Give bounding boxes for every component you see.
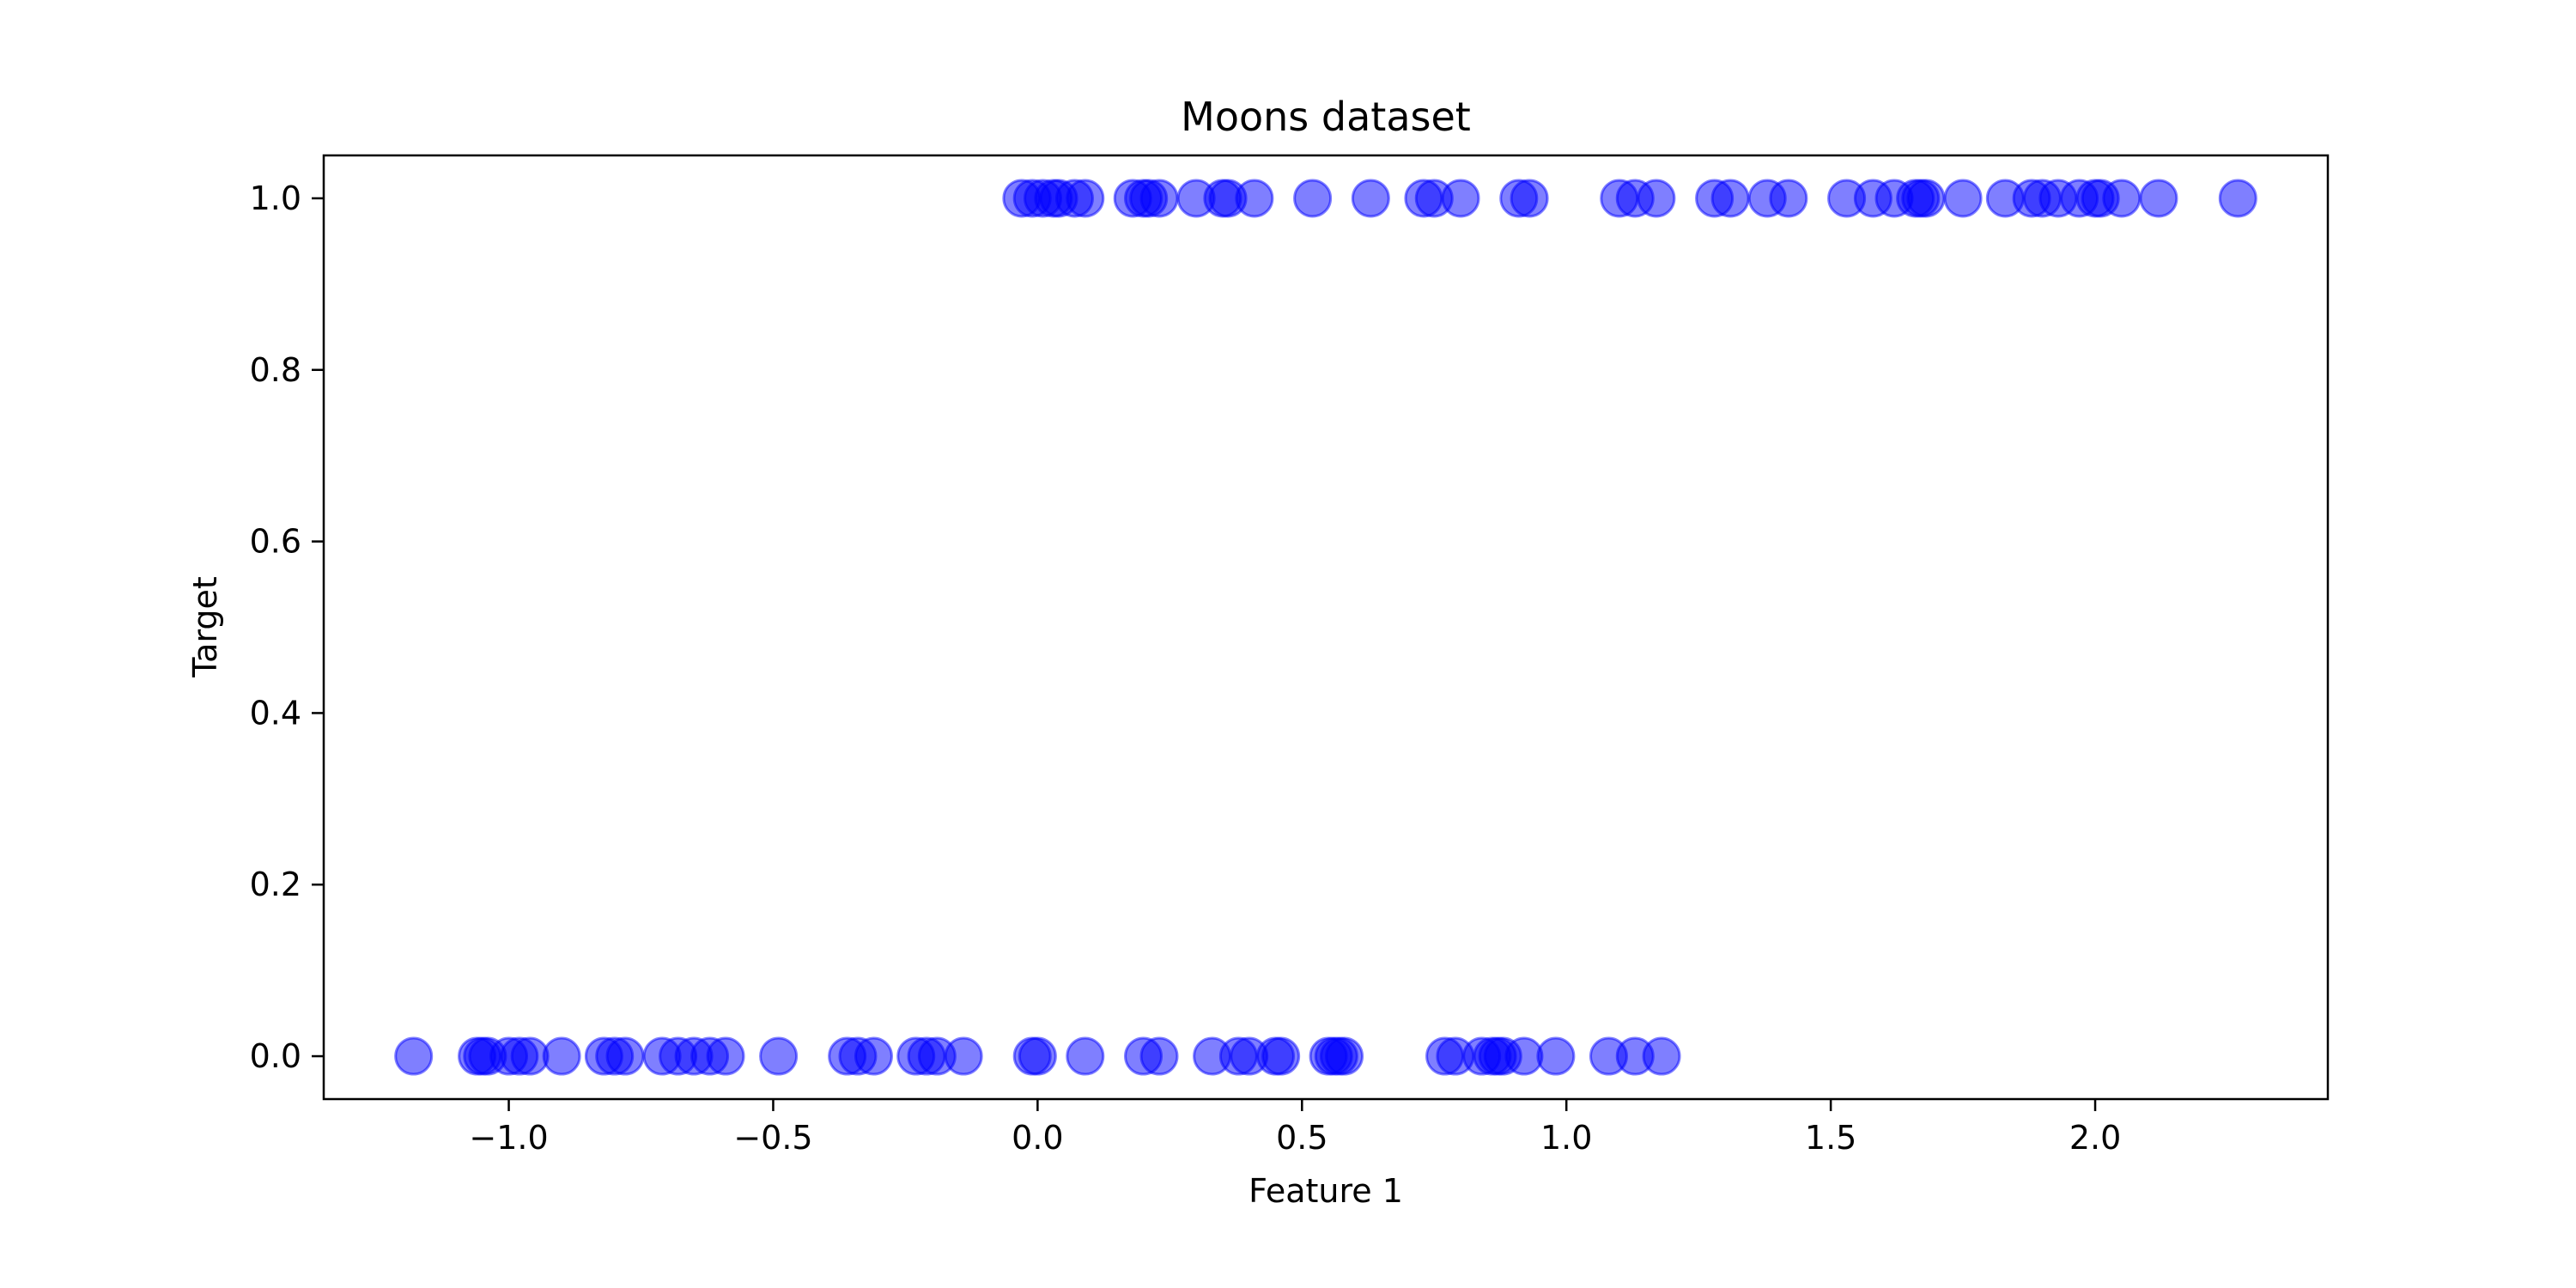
- y-axis-ticks: 0.0 0.2 0.4 0.6 0.8 1.0: [250, 179, 324, 1075]
- x-tick-label: 0.0: [1012, 1119, 1063, 1157]
- data-point: [1441, 179, 1480, 218]
- data-point: [706, 1036, 745, 1076]
- data-point: [605, 1036, 645, 1076]
- x-tick-label: 0.5: [1276, 1119, 1327, 1157]
- data-point: [1293, 179, 1333, 218]
- data-point: [1906, 179, 1946, 218]
- y-tick-label: 0.4: [250, 694, 301, 732]
- y-tick-label: 0.8: [250, 351, 301, 389]
- data-point: [1261, 1036, 1301, 1076]
- data-point: [2139, 179, 2178, 218]
- y-tick-label: 0.6: [250, 523, 301, 561]
- data-point: [2102, 179, 2142, 218]
- data-point: [1235, 179, 1274, 218]
- data-point: [1710, 179, 1750, 218]
- data-point: [1510, 179, 1549, 218]
- x-tick-label: −1.0: [469, 1119, 548, 1157]
- data-point: [1769, 179, 1808, 218]
- data-point: [1642, 1036, 1681, 1076]
- axes-frame: [322, 154, 2330, 1101]
- y-tick-label: 1.0: [250, 179, 301, 217]
- data-point: [1325, 1036, 1364, 1076]
- data-point: [1018, 1036, 1057, 1076]
- data-point: [759, 1036, 799, 1076]
- data-point: [542, 1036, 581, 1076]
- data-point: [1139, 1036, 1179, 1076]
- x-tick-label: 2.0: [2069, 1119, 2121, 1157]
- x-axis-label: Feature 1: [1249, 1172, 1403, 1210]
- data-point: [1066, 179, 1105, 218]
- data-point: [1943, 179, 1983, 218]
- x-tick-label: −0.5: [733, 1119, 812, 1157]
- data-point: [944, 1036, 983, 1076]
- x-axis-ticks: −1.0 −0.5 0.0 0.5 1.0 1.5 2.0: [469, 1099, 2121, 1157]
- data-point: [1637, 179, 1676, 218]
- x-tick-label: 1.5: [1805, 1119, 1856, 1157]
- data-point: [1139, 179, 1179, 218]
- y-tick-label: 0.0: [250, 1037, 301, 1075]
- data-point: [1536, 1036, 1576, 1076]
- data-point: [2218, 179, 2257, 218]
- data-points: [394, 179, 2257, 1076]
- data-point: [394, 1036, 434, 1076]
- chart-title: Moons dataset: [1181, 94, 1471, 140]
- x-tick-label: 1.0: [1540, 1119, 1592, 1157]
- data-point: [1066, 1036, 1105, 1076]
- y-tick-label: 0.2: [250, 866, 301, 903]
- data-point: [1351, 179, 1390, 218]
- data-point: [854, 1036, 893, 1076]
- y-axis-label: Target: [186, 576, 224, 678]
